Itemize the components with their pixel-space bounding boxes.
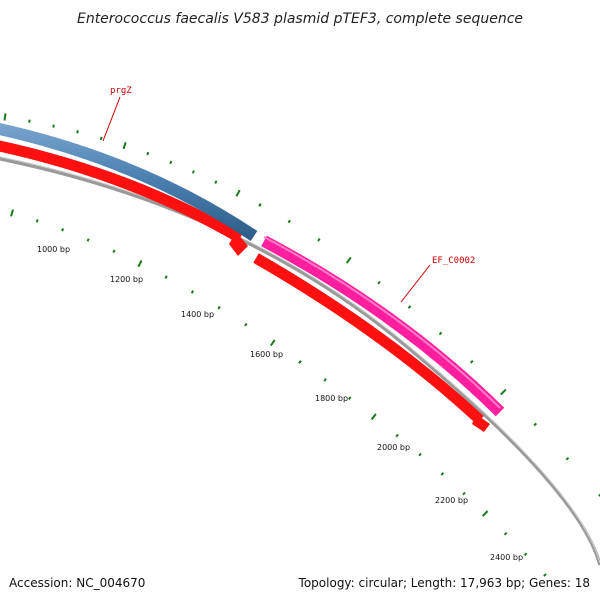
tick-mark xyxy=(244,322,248,327)
tick-mark xyxy=(10,209,14,217)
tick-mark xyxy=(440,472,445,476)
cds-feature-red-2-arrow xyxy=(472,414,490,432)
tick-mark xyxy=(76,130,79,134)
tick-mark xyxy=(99,136,103,141)
tick-mark xyxy=(377,280,381,285)
tick-mark xyxy=(348,396,352,401)
tick-label-1600: 1600 bp xyxy=(250,350,283,359)
tick-mark xyxy=(61,228,65,232)
tick-mark xyxy=(258,203,262,207)
gene-EF_C0002-arc[interactable] xyxy=(261,235,505,417)
tick-mark xyxy=(323,378,327,382)
tick-mark xyxy=(86,238,90,242)
gene-EF_C0002-highlight xyxy=(263,236,501,409)
tick-mark xyxy=(28,119,31,123)
tick-mark xyxy=(190,290,195,294)
tick-label-1000: 1000 bp xyxy=(37,245,70,254)
tick-mark xyxy=(345,256,352,264)
tick-mark xyxy=(287,219,291,224)
tick-mark xyxy=(469,360,474,364)
tick-mark xyxy=(533,422,537,427)
tick-mark xyxy=(269,339,276,347)
prgZ-leader-line xyxy=(102,96,121,142)
tick-mark xyxy=(500,388,507,396)
inner-tick-marks xyxy=(10,209,547,577)
accession-text: Accession: NC_004670 xyxy=(9,576,145,590)
backbone-arc-highlight xyxy=(0,156,600,564)
outer-tick-marks xyxy=(3,113,600,497)
tick-mark xyxy=(164,275,168,279)
tick-mark xyxy=(214,180,218,184)
gene-prgZ-arc[interactable] xyxy=(0,123,258,241)
tick-mark xyxy=(543,573,547,577)
tick-mark xyxy=(52,124,55,128)
tick-mark xyxy=(169,160,173,165)
gene-label-prgZ: prgZ xyxy=(110,86,132,96)
gene-label-EF_C0002: EF_C0002 xyxy=(432,256,475,266)
tick-mark xyxy=(418,452,422,457)
tick-mark xyxy=(407,305,412,309)
EF_C0002-leader-line xyxy=(400,264,431,303)
backbone-arc xyxy=(0,157,600,566)
summary-text: Topology: circular; Length: 17,963 bp; G… xyxy=(298,576,590,590)
tick-mark xyxy=(35,219,39,223)
tick-label-1200: 1200 bp xyxy=(110,275,143,284)
cds-feature-red-2[interactable] xyxy=(253,253,484,425)
tick-mark xyxy=(317,238,321,242)
tick-mark xyxy=(481,510,489,517)
tick-mark xyxy=(298,360,302,364)
map-title: Enterococcus faecalis V583 plasmid pTEF3… xyxy=(77,11,523,27)
tick-mark xyxy=(217,305,221,310)
tick-mark xyxy=(395,433,399,438)
tick-mark xyxy=(370,413,377,421)
tick-mark xyxy=(137,260,143,268)
tick-mark xyxy=(112,249,116,254)
tick-mark xyxy=(523,552,528,557)
tick-label-2400: 2400 bp xyxy=(490,553,523,562)
tick-label-2000: 2000 bp xyxy=(377,443,410,452)
tick-mark xyxy=(122,141,127,150)
tick-mark xyxy=(3,113,7,121)
tick-mark xyxy=(146,151,150,156)
tick-label-2200: 2200 bp xyxy=(435,496,468,505)
tick-mark xyxy=(503,531,508,536)
tick-mark xyxy=(565,456,570,461)
tick-mark xyxy=(462,491,466,496)
tick-mark xyxy=(191,170,195,174)
cds-feature-red-1[interactable] xyxy=(0,140,243,243)
tick-mark xyxy=(438,331,443,336)
tick-mark xyxy=(235,189,241,197)
tick-label-1400: 1400 bp xyxy=(181,310,214,319)
tick-mark xyxy=(598,493,600,497)
tick-label-1800: 1800 bp xyxy=(315,394,348,403)
cds-feature-red-1-arrow xyxy=(229,232,248,256)
